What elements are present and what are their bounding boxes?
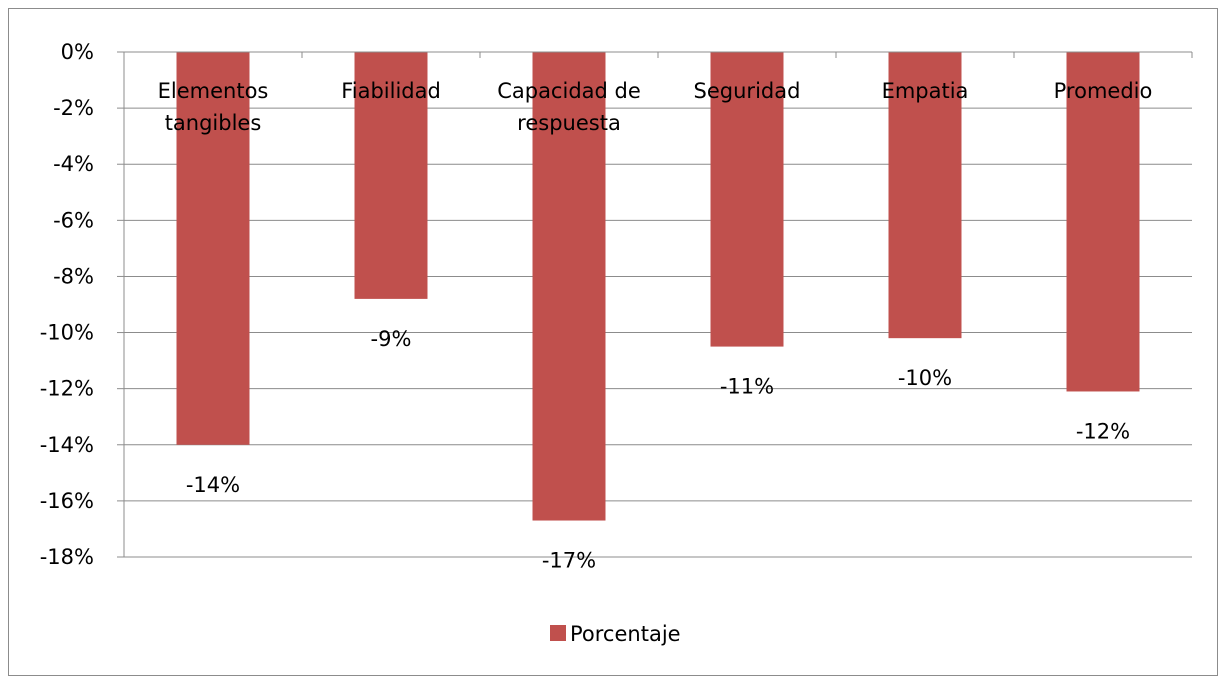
data-label: -17% — [542, 549, 596, 573]
data-labels: -14% -9% -17% -11% -10% -12% — [186, 327, 1130, 573]
bar-chart: 0% -2% -4% -6% -8% -10% -12% -14% -16% -18% Eleme… — [40, 40, 1193, 646]
grid-lines — [124, 51, 1192, 558]
y-tick-label: -18% — [40, 545, 94, 569]
y-tick-label: -6% — [53, 208, 94, 232]
bars — [176, 52, 1140, 521]
category-label: Empatia — [882, 79, 969, 103]
bar — [1066, 52, 1140, 392]
y-tick-label: -2% — [53, 96, 94, 120]
data-label: -10% — [898, 366, 952, 390]
category-label: Promedio — [1054, 79, 1153, 103]
y-tick-label: -14% — [40, 433, 94, 457]
y-tick-label: -10% — [40, 321, 94, 345]
category-labels: Elementos tangibles Fiabilidad Capacidad de… — [158, 79, 1153, 135]
category-label: respuesta — [517, 111, 621, 135]
bar — [354, 52, 428, 299]
data-label: -12% — [1076, 419, 1130, 443]
category-label: Fiabilidad — [341, 79, 441, 103]
y-tick-label: -16% — [40, 489, 94, 513]
y-tick-label: -8% — [53, 264, 94, 288]
chart-frame: 0% -2% -4% -6% -8% -10% -12% -14% -16% -18% Eleme… — [8, 8, 1218, 676]
bar — [710, 52, 784, 347]
category-label: Seguridad — [694, 79, 801, 103]
data-label: -9% — [371, 327, 412, 351]
legend: Porcentaje — [550, 622, 681, 646]
bar — [532, 52, 606, 521]
legend-swatch — [550, 625, 566, 641]
data-label: -14% — [186, 473, 240, 497]
y-axis: 0% -2% -4% -6% -8% -10% -12% -14% -16% -18% — [40, 40, 1193, 569]
bar — [176, 52, 250, 445]
category-label: tangibles — [165, 111, 262, 135]
legend-label: Porcentaje — [570, 622, 681, 646]
y-tick-label: -4% — [53, 152, 94, 176]
data-label: -11% — [720, 375, 774, 399]
y-tick-label: 0% — [61, 40, 94, 64]
category-label: Elementos — [158, 79, 269, 103]
category-label: Capacidad de — [497, 79, 641, 103]
bar — [888, 52, 962, 339]
y-tick-label: -12% — [40, 377, 94, 401]
